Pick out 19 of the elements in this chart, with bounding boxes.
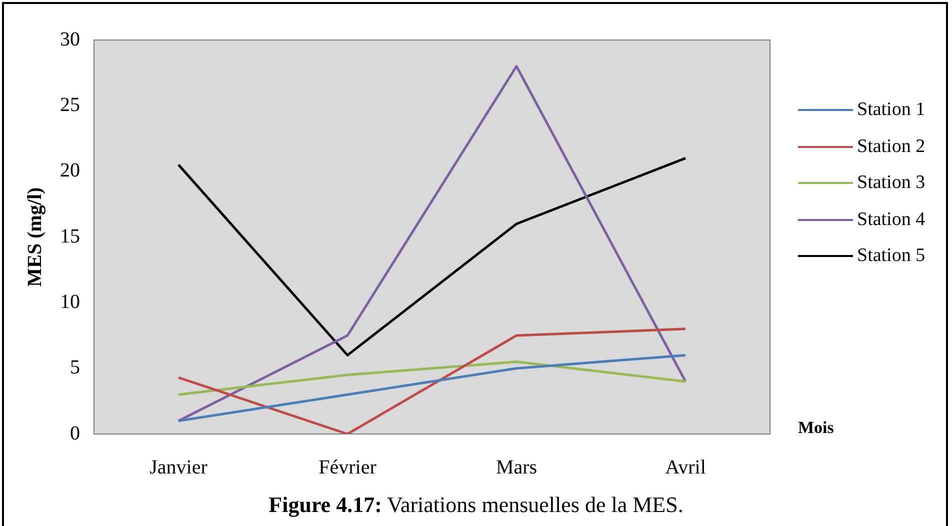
y-axis-title: MES (mg/l) [24, 187, 46, 287]
legend-label: Station 5 [857, 244, 926, 268]
y-tick-label: 10 [60, 290, 80, 313]
caption: Figure 4.17: Variations mensuelles de la MES. [268, 492, 684, 518]
x-axis-title: Mois [798, 418, 834, 438]
x-tick-label: Février [318, 456, 377, 478]
y-tick-label: 5 [70, 356, 80, 379]
y-tick-label: 20 [60, 160, 80, 182]
legend-label: Station 4 [857, 208, 926, 232]
x-tick-label: Avril [665, 456, 706, 478]
x-tick-label: Mars [496, 456, 538, 478]
legend-label: Station 2 [857, 134, 926, 158]
x-tick-label: Janvier [150, 456, 208, 478]
y-tick-label: 15 [60, 225, 80, 248]
y-tick-label: 0 [70, 422, 80, 444]
legend-label: Station 1 [857, 98, 926, 122]
y-tick-label: 30 [60, 28, 80, 50]
legend-label: Station 3 [857, 171, 926, 195]
y-tick-label: 25 [60, 94, 80, 116]
